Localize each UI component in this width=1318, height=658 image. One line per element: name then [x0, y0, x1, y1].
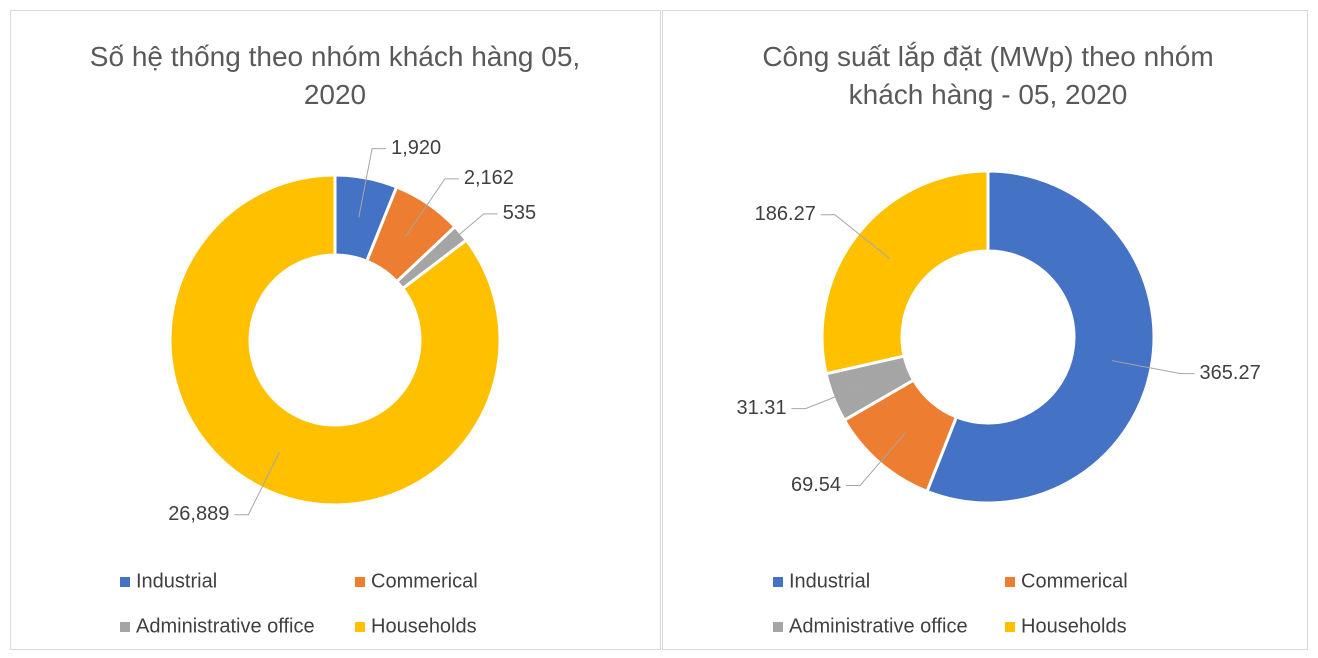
- chart-panel: [10, 10, 661, 650]
- leader-line: [430, 213, 498, 260]
- chart-title: Công suất lắp đặt (MWp) theo nhóm khách …: [762, 41, 1214, 110]
- legend-label: Households: [1021, 615, 1127, 637]
- data-label: 365.27: [1200, 362, 1261, 384]
- legend-label: Commerical: [1021, 570, 1128, 592]
- leader-line: [405, 178, 459, 238]
- leader-line: [846, 432, 907, 486]
- data-label: 69.54: [791, 474, 841, 496]
- leader-line: [820, 214, 890, 259]
- legend-label: Administrative office: [136, 615, 315, 637]
- legend-label: Administrative office: [789, 615, 968, 637]
- legend-swatch: [355, 622, 365, 632]
- legend-swatch: [1005, 622, 1015, 632]
- legend-swatch: [1005, 577, 1015, 587]
- legend-swatch: [773, 622, 783, 632]
- legend-label: Households: [371, 615, 477, 637]
- chart-panel: [662, 10, 1308, 650]
- donut-slice: [168, 173, 502, 507]
- data-label: 26,889: [168, 503, 229, 525]
- legend-swatch: [120, 577, 130, 587]
- legend-label: Industrial: [136, 570, 217, 592]
- data-label: 1,920: [391, 137, 441, 159]
- leader-line: [234, 451, 280, 516]
- legend-swatch: [120, 622, 130, 632]
- leader-line: [1111, 360, 1195, 375]
- data-label: 2,162: [464, 167, 514, 189]
- donut-slice: [925, 169, 1156, 505]
- legend-swatch: [773, 577, 783, 587]
- leader-line: [358, 148, 387, 218]
- data-label: 186.27: [755, 203, 816, 225]
- chart-title: Số hệ thống theo nhóm khách hàng 05, 202…: [89, 41, 581, 110]
- leader-line: [791, 382, 871, 410]
- donut-slice: [820, 169, 990, 376]
- legend-label: Commerical: [371, 570, 478, 592]
- legend-swatch: [355, 577, 365, 587]
- data-label: 535: [503, 202, 536, 224]
- data-label: 31.31: [736, 397, 786, 419]
- legend-label: Industrial: [789, 570, 870, 592]
